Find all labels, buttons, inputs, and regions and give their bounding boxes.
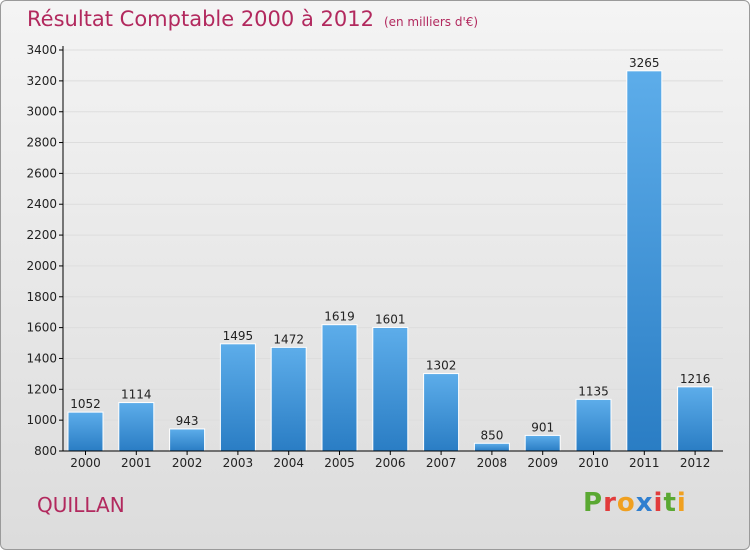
y-tick-label: 2800: [26, 136, 57, 150]
title-text: Résultat Comptable 2000 à 2012: [27, 7, 374, 31]
logo-letter: o: [616, 488, 636, 518]
x-tick-label: 2001: [121, 456, 152, 470]
y-tick-label: 1200: [26, 382, 57, 396]
bar: [67, 411, 104, 452]
y-tick-label: 1000: [26, 413, 57, 427]
x-tick-label: 2005: [324, 456, 355, 470]
y-tick-label: 1400: [26, 351, 57, 365]
bar: [372, 326, 409, 452]
data-label: 1495: [223, 329, 254, 343]
x-tick-label: 2010: [578, 456, 609, 470]
logo-letter: i: [653, 488, 664, 518]
y-tick-label: 3200: [26, 74, 57, 88]
y-tick-label: 2400: [26, 197, 57, 211]
bar: [118, 402, 155, 452]
x-tick-label: 2008: [477, 456, 508, 470]
logo-letter: x: [635, 488, 654, 518]
x-tick-label: 2007: [426, 456, 457, 470]
y-tick-label: 2600: [26, 166, 57, 180]
y-tick-label: 3400: [26, 43, 57, 57]
logo-letter: t: [663, 488, 677, 518]
x-tick-label: 2002: [172, 456, 203, 470]
bar: [169, 428, 206, 452]
logo-letter: r: [603, 488, 617, 518]
x-tick-label: 2009: [527, 456, 558, 470]
logo-letter: i: [676, 488, 687, 518]
data-label: 850: [480, 428, 503, 442]
data-label: 1114: [121, 388, 152, 402]
bar: [473, 442, 510, 452]
chart-title: Résultat Comptable 2000 à 2012 (en millie…: [27, 7, 478, 31]
bar: [423, 373, 460, 452]
data-label: 1472: [273, 332, 304, 346]
x-tick-label: 2011: [629, 456, 660, 470]
x-tick-label: 2003: [223, 456, 254, 470]
y-tick-label: 1600: [26, 321, 57, 335]
bar: [524, 434, 561, 452]
proxiti-logo: Proxiti: [583, 488, 687, 518]
data-label: 901: [531, 420, 554, 434]
y-tick-label: 1800: [26, 290, 57, 304]
y-tick-label: 2000: [26, 259, 57, 273]
x-tick-label: 2000: [70, 456, 101, 470]
x-tick-label: 2012: [680, 456, 711, 470]
data-label: 1619: [324, 310, 355, 324]
bar: [270, 346, 307, 452]
bar: [677, 386, 714, 452]
y-tick-label: 2200: [26, 228, 57, 242]
data-label: 1216: [680, 372, 711, 386]
data-label: 943: [176, 414, 199, 428]
place-name: QUILLAN: [37, 493, 125, 517]
bar: [321, 324, 358, 452]
bar: [575, 398, 612, 452]
x-tick-label: 2004: [273, 456, 304, 470]
y-tick-label: 800: [34, 444, 57, 458]
y-tick-label: 3000: [26, 105, 57, 119]
data-label: 1135: [578, 384, 609, 398]
bar: [626, 70, 663, 452]
bar: [219, 343, 256, 452]
data-label: 1052: [70, 397, 101, 411]
x-tick-label: 2006: [375, 456, 406, 470]
data-label: 1601: [375, 312, 406, 326]
chart-subtitle: (en milliers d'€): [383, 15, 479, 29]
logo-letter: P: [583, 488, 604, 518]
data-label: 1302: [426, 359, 457, 373]
data-label: 3265: [629, 56, 660, 70]
